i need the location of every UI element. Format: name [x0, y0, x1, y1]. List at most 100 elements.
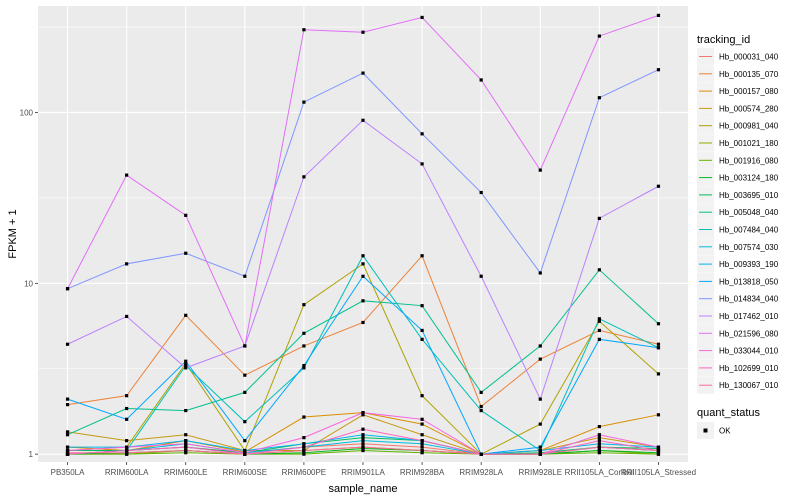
- x-axis-title: sample_name: [328, 483, 397, 495]
- legend-label: Hb_005048_040: [719, 208, 779, 217]
- data-point: [420, 422, 424, 426]
- data-point: [65, 448, 70, 453]
- data-point: [597, 436, 601, 440]
- data-point: [243, 420, 247, 424]
- data-point: [656, 322, 661, 326]
- legend-label: Hb_003695_010: [719, 191, 779, 200]
- data-point: [184, 433, 188, 437]
- legend-label: Hb_000031_040: [719, 53, 779, 62]
- grid: [38, 6, 688, 462]
- data-point: [656, 413, 661, 417]
- data-point: [125, 448, 129, 453]
- data-point: [361, 442, 365, 446]
- data-point: [479, 452, 483, 456]
- data-point: [420, 15, 424, 20]
- legend-shape-label: OK: [719, 427, 731, 436]
- data-point: [538, 168, 542, 172]
- data-point: [597, 439, 601, 443]
- x-tick-label: RRIM600LE: [164, 468, 208, 477]
- data-point: [302, 303, 306, 307]
- data-point: [302, 451, 306, 455]
- data-point: [479, 274, 483, 278]
- data-point: [65, 342, 70, 346]
- x-axis: PB350LA RRIM600LA RRIM600LE RRIM600SE RRIM60…: [51, 462, 696, 477]
- legend-label: Hb_130067_010: [719, 381, 779, 390]
- x-tick-label: RRIM901LA: [341, 468, 385, 477]
- data-point: [420, 439, 424, 443]
- data-points: [65, 13, 661, 456]
- x-tick-label: RRIM928LE: [518, 468, 562, 477]
- data-point: [65, 397, 70, 401]
- data-point: [125, 445, 129, 449]
- x-tick-label: RRII105LA_Stressed: [621, 468, 696, 477]
- data-point: [656, 451, 661, 455]
- data-point: [302, 442, 306, 446]
- data-point: [361, 254, 365, 258]
- data-point: [243, 390, 247, 394]
- data-point: [420, 254, 424, 258]
- data-point: [597, 319, 601, 323]
- data-point: [420, 394, 424, 398]
- legend-label: Hb_013818_050: [719, 277, 779, 286]
- data-point: [125, 439, 129, 443]
- data-point: [479, 190, 483, 195]
- data-point: [125, 451, 129, 455]
- data-point: [420, 417, 424, 421]
- y-tick-label: 100: [20, 108, 34, 117]
- data-point: [597, 433, 601, 437]
- data-point: [420, 304, 424, 308]
- data-point: [420, 433, 424, 437]
- data-point: [184, 313, 188, 317]
- data-point: [361, 118, 365, 122]
- data-point: [125, 262, 129, 266]
- data-point: [420, 442, 424, 446]
- data-point: [302, 436, 306, 440]
- y-axis: 1 10 100: [20, 108, 38, 459]
- data-point: [125, 314, 129, 319]
- data-point: [184, 363, 188, 368]
- data-point: [184, 451, 188, 455]
- data-point: [302, 415, 306, 419]
- data-point: [302, 366, 306, 370]
- data-point: [538, 422, 542, 426]
- data-point: [597, 96, 601, 100]
- data-point: [302, 331, 306, 335]
- data-point: [125, 394, 129, 398]
- x-tick-label: PB350LA: [51, 468, 85, 477]
- data-point: [65, 287, 70, 291]
- data-point: [125, 173, 129, 177]
- data-point: [420, 132, 424, 136]
- data-point: [243, 344, 247, 348]
- legend-label: Hb_001021_180: [719, 139, 779, 148]
- data-point: [65, 403, 70, 407]
- data-point: [243, 373, 247, 377]
- data-point: [479, 78, 483, 82]
- data-point: [597, 317, 601, 321]
- data-point: [243, 452, 247, 456]
- data-point: [656, 372, 661, 376]
- y-axis-title: FPKM + 1: [7, 209, 19, 258]
- data-point: [538, 448, 542, 453]
- data-point: [420, 337, 424, 341]
- data-point: [65, 445, 70, 449]
- data-point: [361, 71, 365, 75]
- legend-title: tracking_id: [697, 34, 750, 46]
- legend-label: Hb_102699_010: [719, 364, 779, 373]
- data-point: [184, 448, 188, 453]
- data-point: [420, 448, 424, 453]
- x-tick-label: RRIM928LA: [459, 468, 503, 477]
- legend-label: Hb_003124_180: [719, 174, 779, 183]
- data-point: [302, 175, 306, 179]
- data-point: [656, 342, 661, 346]
- data-point: [243, 274, 247, 278]
- data-point: [538, 344, 542, 348]
- data-point: [302, 363, 306, 368]
- data-point: [361, 445, 365, 449]
- x-tick-label: RRIM600SE: [223, 468, 267, 477]
- data-point: [597, 425, 601, 429]
- data-point: [361, 433, 365, 437]
- data-point: [302, 448, 306, 453]
- legend-label: Hb_021596_080: [719, 329, 779, 338]
- legend-label: Hb_000981_040: [719, 122, 779, 131]
- data-point: [302, 445, 306, 449]
